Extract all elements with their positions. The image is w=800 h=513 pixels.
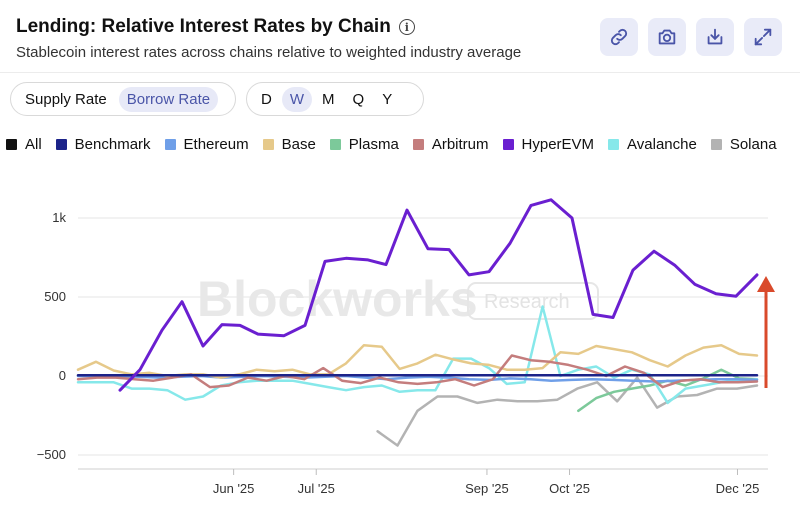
expand-button[interactable] bbox=[744, 18, 782, 56]
legend-label: Benchmark bbox=[74, 136, 151, 153]
link-icon bbox=[610, 28, 628, 46]
y-tick-label: −500 bbox=[37, 447, 66, 462]
download-icon bbox=[707, 28, 723, 45]
legend-label: Solana bbox=[729, 136, 777, 153]
borrow-rate-option[interactable]: Borrow Rate bbox=[118, 86, 219, 112]
legend-swatch bbox=[6, 139, 17, 150]
legend-item-arbitrum[interactable]: Arbitrum bbox=[412, 136, 489, 153]
series-lines bbox=[76, 198, 759, 447]
period-quarter-option[interactable]: Q bbox=[352, 90, 365, 108]
chart-title: Lending: Relative Interest Rates by Chai… bbox=[16, 16, 391, 37]
x-tick-label: Sep '25 bbox=[465, 481, 509, 496]
x-tick-label: Oct '25 bbox=[549, 481, 590, 496]
x-tick-label: Jun '25 bbox=[213, 481, 255, 496]
legend-swatch bbox=[164, 139, 176, 150]
legend-item-solana[interactable]: Solana bbox=[710, 136, 777, 153]
chart-toolbar bbox=[600, 18, 782, 56]
y-tick-label: 1k bbox=[52, 210, 66, 225]
camera-icon bbox=[658, 29, 676, 45]
chart-legend: All Benchmark Ethereum Base Plasma Arbit… bbox=[6, 136, 791, 153]
legend-label: Ethereum bbox=[183, 136, 249, 153]
legend-swatch bbox=[262, 139, 274, 150]
legend-item-base[interactable]: Base bbox=[262, 136, 316, 153]
period-toggle: D W M Q Y bbox=[246, 82, 424, 116]
period-week-option[interactable]: W bbox=[281, 86, 313, 112]
legend-item-hyperevm[interactable]: HyperEVM bbox=[502, 136, 595, 153]
legend-label: HyperEVM bbox=[521, 136, 595, 153]
legend-label: Base bbox=[281, 136, 316, 153]
watermark-brand: Blockworks bbox=[197, 271, 478, 327]
legend-swatch bbox=[608, 139, 620, 150]
legend-item-benchmark[interactable]: Benchmark bbox=[55, 136, 151, 153]
y-axis: 1k 500 0 −500 bbox=[37, 210, 67, 462]
annotation-arrow bbox=[757, 276, 775, 388]
legend-item-plasma[interactable]: Plasma bbox=[329, 136, 399, 153]
chart-title-row: Lending: Relative Interest Rates by Chai… bbox=[16, 16, 415, 38]
legend-label: Plasma bbox=[348, 136, 399, 153]
rate-toggle: Supply Rate Borrow Rate bbox=[10, 82, 236, 116]
copy-link-button[interactable] bbox=[600, 18, 638, 56]
arrow-head bbox=[757, 276, 775, 292]
watermark: Blockworks Research bbox=[197, 271, 599, 327]
chart-subtitle: Stablecoin interest rates across chains … bbox=[16, 44, 522, 61]
legend-label: Avalanche bbox=[627, 136, 697, 153]
period-month-option[interactable]: M bbox=[322, 90, 335, 108]
legend-swatch bbox=[710, 139, 722, 150]
info-icon[interactable]: i bbox=[398, 19, 415, 35]
header-divider bbox=[0, 72, 800, 73]
expand-icon bbox=[754, 28, 772, 46]
legend-swatch bbox=[55, 139, 67, 150]
period-day-option[interactable]: D bbox=[261, 90, 272, 108]
legend-swatch bbox=[412, 139, 424, 150]
grid-lines bbox=[78, 217, 768, 470]
supply-rate-option[interactable]: Supply Rate bbox=[25, 90, 107, 108]
download-button[interactable] bbox=[696, 18, 734, 56]
series-line-arbitrum bbox=[76, 354, 759, 389]
legend-label: Arbitrum bbox=[431, 136, 489, 153]
x-tick-label: Jul '25 bbox=[298, 481, 335, 496]
watermark-label: Research bbox=[484, 291, 570, 313]
y-tick-label: 500 bbox=[44, 289, 66, 304]
legend-swatch bbox=[329, 139, 341, 150]
watermark-badge bbox=[467, 282, 599, 320]
screenshot-button[interactable] bbox=[648, 18, 686, 56]
legend-item-all[interactable]: All bbox=[6, 136, 42, 153]
x-axis: Jun '25 Jul '25 Sep '25 Oct '25 Dec '25 bbox=[213, 469, 759, 496]
legend-label: All bbox=[25, 136, 42, 153]
legend-item-avalanche[interactable]: Avalanche bbox=[608, 136, 697, 153]
y-tick-label: 0 bbox=[59, 368, 66, 383]
series-line-hyperevm bbox=[118, 198, 759, 392]
legend-swatch bbox=[502, 139, 514, 150]
period-year-option[interactable]: Y bbox=[382, 90, 393, 108]
series-line-solana bbox=[376, 376, 759, 447]
series-line-base bbox=[76, 343, 759, 379]
x-tick-label: Dec '25 bbox=[716, 481, 760, 496]
legend-item-ethereum[interactable]: Ethereum bbox=[164, 136, 249, 153]
